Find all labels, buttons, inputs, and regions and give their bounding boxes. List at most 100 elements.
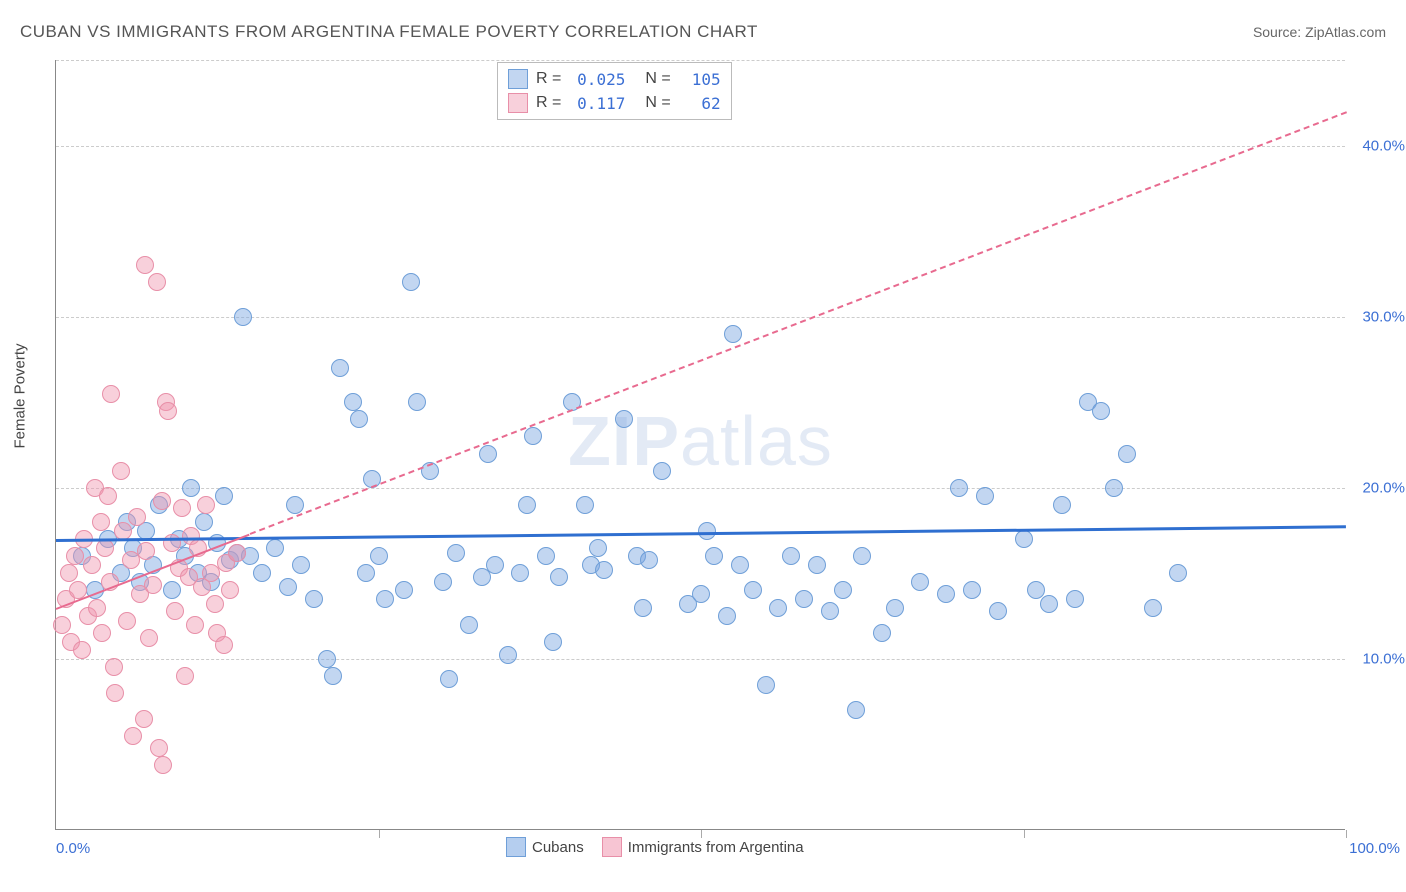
data-point (653, 462, 671, 480)
data-point (53, 616, 71, 634)
data-point (153, 492, 171, 510)
data-point (408, 393, 426, 411)
data-point (1040, 595, 1058, 613)
x-tick (1346, 830, 1347, 838)
data-point (136, 256, 154, 274)
data-point (350, 410, 368, 428)
data-point (1144, 599, 1162, 617)
data-point (118, 612, 136, 630)
x-tick (701, 830, 702, 838)
data-point (215, 636, 233, 654)
legend-label: Immigrants from Argentina (628, 839, 804, 856)
gridline-h (56, 60, 1345, 61)
data-point (434, 573, 452, 591)
data-point (102, 385, 120, 403)
watermark: ZIPatlas (568, 401, 833, 481)
data-point (976, 487, 994, 505)
data-point (1092, 402, 1110, 420)
data-point (795, 590, 813, 608)
legend-swatch (508, 69, 528, 89)
data-point (135, 710, 153, 728)
data-point (150, 739, 168, 757)
data-point (182, 479, 200, 497)
data-point (137, 542, 155, 560)
gridline-h (56, 659, 1345, 660)
data-point (234, 308, 252, 326)
legend-corr-row: R =0.025N =105 (508, 67, 721, 91)
data-point (440, 670, 458, 688)
data-point (114, 522, 132, 540)
x-tick (379, 830, 380, 838)
legend-swatch (602, 837, 622, 857)
data-point (395, 581, 413, 599)
data-point (1053, 496, 1071, 514)
data-point (769, 599, 787, 617)
data-point (698, 522, 716, 540)
data-point (511, 564, 529, 582)
data-point (1118, 445, 1136, 463)
data-point (537, 547, 555, 565)
data-point (99, 487, 117, 505)
data-point (744, 581, 762, 599)
gridline-h (56, 488, 1345, 489)
gridline-h (56, 146, 1345, 147)
data-point (106, 684, 124, 702)
data-point (757, 676, 775, 694)
data-point (544, 633, 562, 651)
data-point (460, 616, 478, 634)
data-point (724, 325, 742, 343)
data-point (148, 273, 166, 291)
data-point (692, 585, 710, 603)
data-point (518, 496, 536, 514)
data-point (195, 513, 213, 531)
y-tick-label: 10.0% (1362, 650, 1405, 667)
data-point (640, 551, 658, 569)
data-point (1015, 530, 1033, 548)
data-point (124, 727, 142, 745)
source-credit: Source: ZipAtlas.com (1253, 24, 1386, 40)
data-point (486, 556, 504, 574)
data-point (305, 590, 323, 608)
data-point (963, 581, 981, 599)
data-point (1066, 590, 1084, 608)
data-point (634, 599, 652, 617)
data-point (524, 427, 542, 445)
legend-label: Cubans (532, 839, 584, 856)
legend-swatch (508, 93, 528, 113)
y-tick-label: 40.0% (1362, 137, 1405, 154)
data-point (447, 544, 465, 562)
data-point (279, 578, 297, 596)
data-point (873, 624, 891, 642)
data-point (357, 564, 375, 582)
x-tick-label: 100.0% (1349, 840, 1400, 857)
legend-series: Cubans Immigrants from Argentina (506, 837, 804, 857)
legend-corr-row: R =0.117N =62 (508, 91, 721, 115)
data-point (886, 599, 904, 617)
x-tick-label: 0.0% (56, 840, 90, 857)
data-point (154, 756, 172, 774)
data-point (550, 568, 568, 586)
data-point (705, 547, 723, 565)
y-tick-label: 20.0% (1362, 479, 1405, 496)
data-point (221, 581, 239, 599)
data-point (105, 658, 123, 676)
data-point (853, 547, 871, 565)
data-point (402, 273, 420, 291)
chart-title: CUBAN VS IMMIGRANTS FROM ARGENTINA FEMAL… (20, 22, 758, 42)
data-point (595, 561, 613, 579)
data-point (782, 547, 800, 565)
legend-correlation: R =0.025N =105R =0.117N =62 (497, 62, 732, 120)
data-point (937, 585, 955, 603)
data-point (479, 445, 497, 463)
data-point (88, 599, 106, 617)
plot-area: ZIPatlas R =0.025N =105R =0.117N =62 Cub… (55, 60, 1345, 830)
data-point (376, 590, 394, 608)
data-point (206, 595, 224, 613)
data-point (286, 496, 304, 514)
data-point (589, 539, 607, 557)
y-axis-label: Female Poverty (12, 343, 29, 448)
data-point (202, 564, 220, 582)
data-point (176, 667, 194, 685)
data-point (821, 602, 839, 620)
data-point (66, 547, 84, 565)
